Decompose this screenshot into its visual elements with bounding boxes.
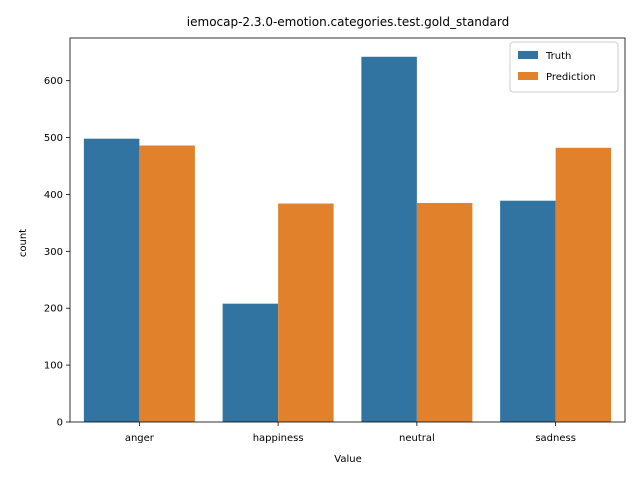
x-tick-label: happiness [253,433,304,444]
bar-truth-anger [83,138,140,422]
y-tick-label: 500 [44,133,63,144]
y-axis-label: count [18,229,29,257]
y-tick-label: 400 [44,190,63,201]
bar-prediction-sadness [555,147,612,422]
y-tick-label: 0 [57,418,63,429]
chart-title: iemocap-2.3.0-emotion.categories.test.go… [187,15,509,29]
legend-label-truth: Truth [545,51,571,62]
bar-truth-happiness [222,303,279,422]
axes-layer: 0 100 200 300 400 500 600 anger happiness neutral… [44,37,626,444]
y-tick-label: 300 [44,247,63,258]
legend-swatch-truth [518,51,538,59]
bar-prediction-neutral [416,202,473,422]
x-tick-label: anger [125,433,155,444]
bar-truth-sadness [500,200,556,422]
y-tick-label: 200 [44,304,63,315]
legend-label-prediction: Prediction [546,72,596,83]
legend-swatch-prediction [518,72,538,80]
bars-layer [83,56,612,422]
bar-truth-neutral [361,56,417,422]
x-tick-label: sadness [535,433,576,444]
x-axis-label: Value [334,454,361,465]
bar-prediction-happiness [278,203,334,422]
y-tick-label: 600 [44,76,63,87]
y-tick-label: 100 [44,361,63,372]
x-tick-label: neutral [399,433,435,444]
plot-frame [69,37,626,423]
legend-box [509,41,619,93]
legend: Truth Prediction [509,41,619,93]
bar-prediction-anger [139,145,195,422]
